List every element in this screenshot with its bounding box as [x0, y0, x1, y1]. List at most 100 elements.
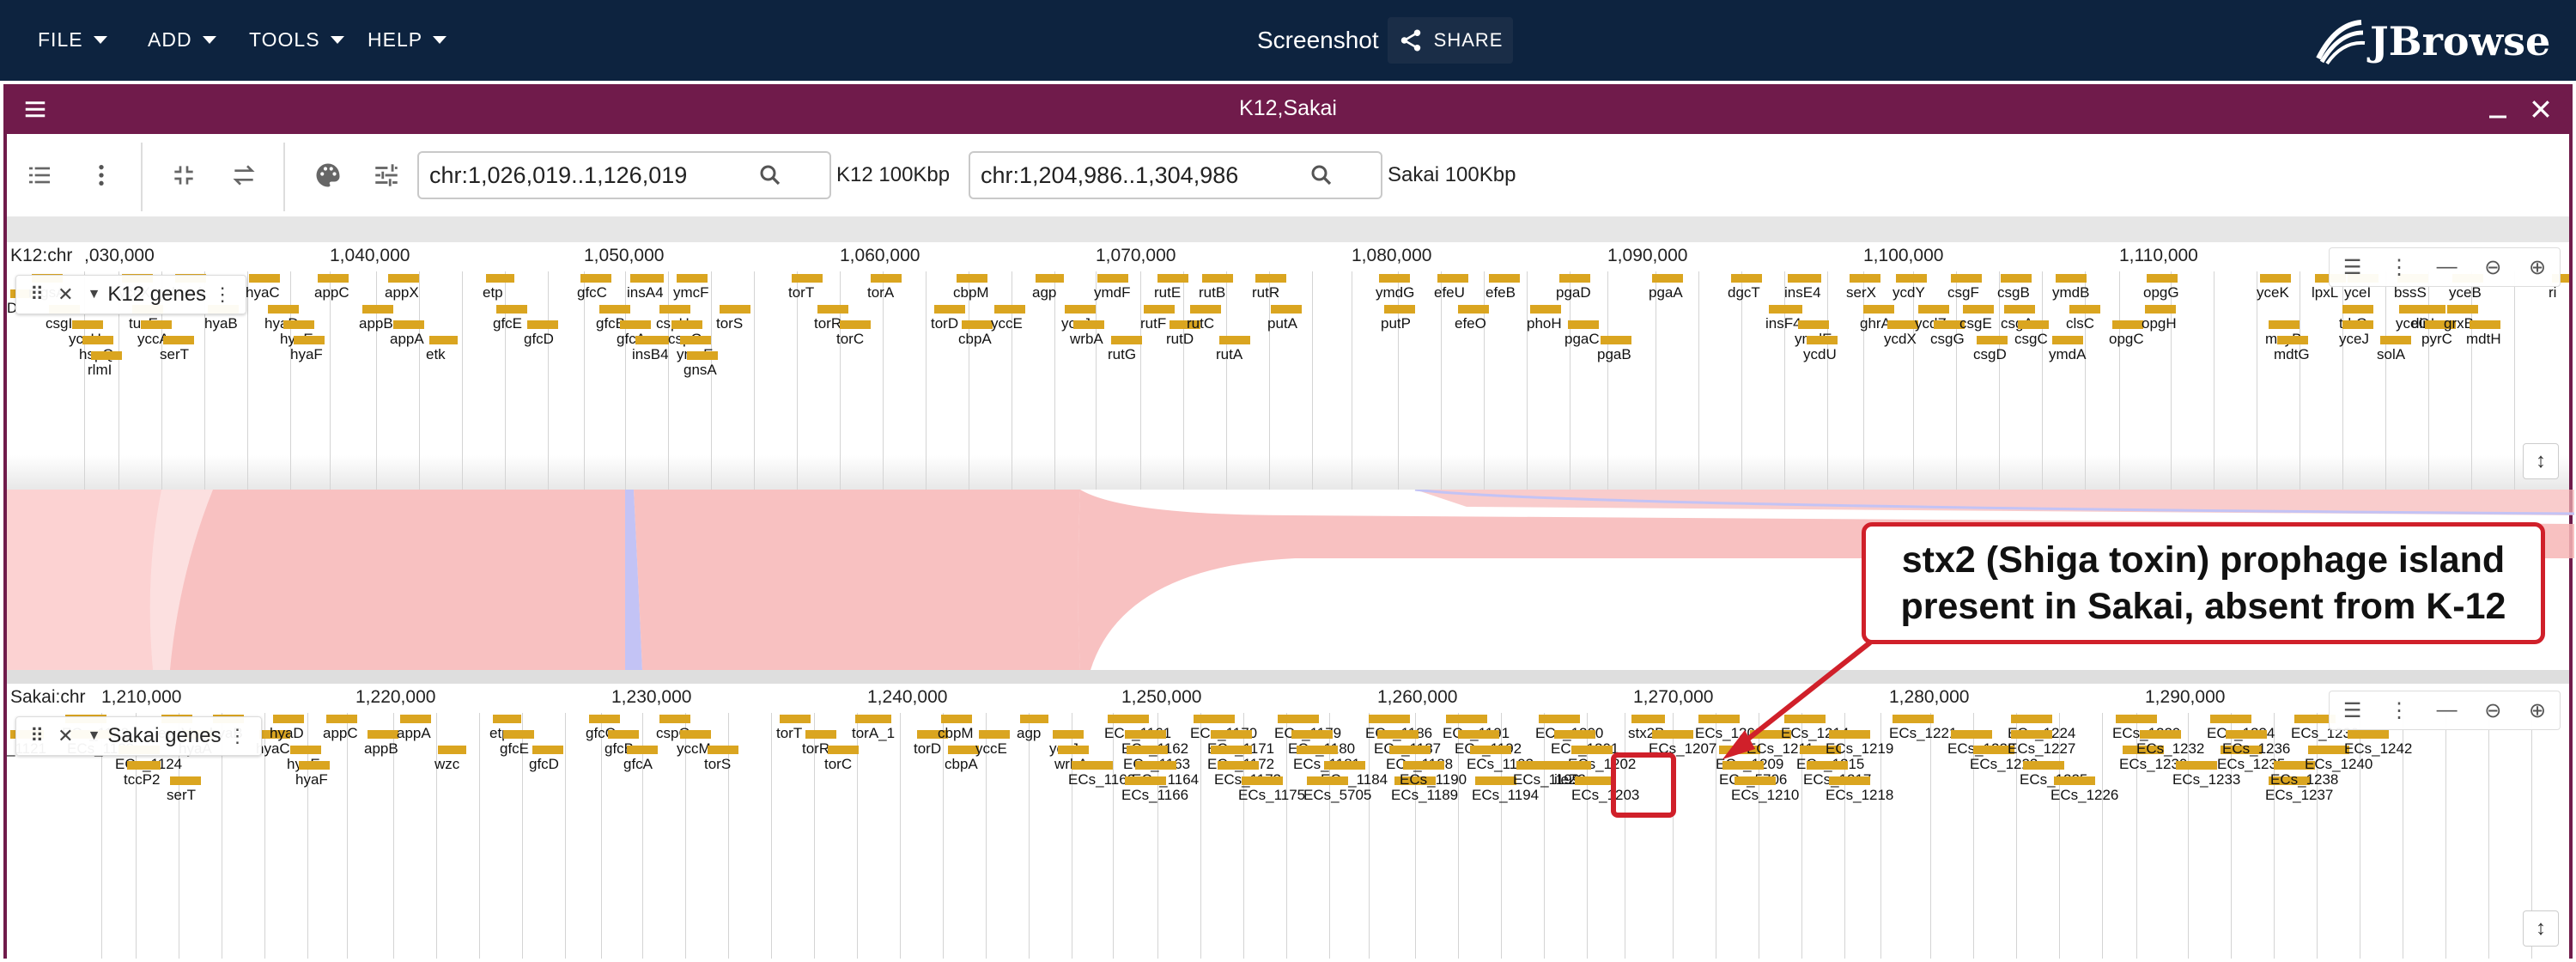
gene-feature[interactable] — [1202, 274, 1233, 283]
gene-feature[interactable] — [1307, 776, 1348, 785]
gene-feature[interactable] — [1369, 715, 1410, 723]
drag-handle-icon[interactable]: ⠿ — [30, 283, 45, 305]
gene-feature[interactable] — [127, 761, 161, 770]
gene-feature[interactable] — [1446, 715, 1487, 723]
gene-feature[interactable] — [780, 715, 811, 723]
gene-feature[interactable] — [1437, 274, 1468, 283]
gene-feature[interactable] — [962, 320, 993, 329]
gene-feature[interactable] — [1652, 274, 1683, 283]
zoom-out-minus-icon[interactable]: — — [2436, 255, 2458, 278]
gene-feature[interactable] — [290, 746, 321, 754]
gene-feature[interactable] — [1788, 274, 1821, 283]
zoom-in-icon[interactable]: ⊕ — [2529, 255, 2547, 279]
gene-feature[interactable] — [1111, 336, 1142, 344]
gene-feature[interactable] — [2552, 274, 2569, 283]
gene-feature[interactable] — [1291, 730, 1333, 739]
search-icon[interactable] — [1309, 162, 1334, 188]
gene-feature[interactable] — [1571, 746, 1613, 754]
gene-feature[interactable] — [1125, 730, 1166, 739]
gene-feature[interactable] — [1389, 746, 1431, 754]
gene-feature[interactable] — [1863, 305, 1894, 314]
gene-feature[interactable] — [2470, 320, 2500, 329]
gene-feature[interactable] — [608, 730, 639, 739]
gene-feature[interactable] — [1297, 746, 1338, 754]
gene-feature[interactable] — [163, 336, 194, 344]
resize-handle[interactable]: ↕ — [2523, 910, 2559, 947]
gene-feature[interactable] — [1470, 746, 1511, 754]
gene-feature[interactable] — [1896, 274, 1927, 283]
gene-feature[interactable] — [362, 305, 393, 314]
kebab-icon[interactable]: ⋮ — [2388, 255, 2409, 279]
session-title[interactable]: Screenshot — [1257, 27, 1379, 53]
gene-feature[interactable] — [720, 305, 750, 314]
gene-feature[interactable] — [828, 746, 859, 754]
gene-feature[interactable] — [979, 730, 1010, 739]
gene-feature[interactable] — [659, 305, 690, 314]
gene-feature[interactable] — [2056, 274, 2087, 283]
menu-add[interactable]: ADD — [148, 22, 216, 57]
list-icon[interactable]: ☰ — [2342, 255, 2362, 279]
gene-feature[interactable] — [2274, 761, 2315, 770]
gene-feature[interactable] — [1489, 274, 1520, 283]
gene-feature[interactable] — [994, 305, 1025, 314]
gene-feature[interactable] — [589, 715, 620, 723]
location-input-sakai[interactable] — [969, 151, 1382, 199]
gene-feature[interactable] — [2294, 715, 2336, 723]
gene-feature[interactable] — [2112, 320, 2143, 329]
chevron-down-icon[interactable]: ▼ — [87, 728, 101, 743]
gene-feature[interactable] — [170, 776, 201, 785]
gene-feature[interactable] — [630, 274, 664, 283]
gene-feature[interactable] — [948, 746, 979, 754]
gene-feature[interactable] — [1097, 274, 1128, 283]
close-track-icon[interactable]: ✕ — [58, 725, 74, 746]
gene-feature[interactable] — [2011, 730, 2052, 739]
gene-feature[interactable] — [1255, 274, 1286, 283]
gene-feature[interactable] — [2425, 320, 2456, 329]
gene-feature[interactable] — [294, 336, 325, 344]
gene-feature[interactable] — [1516, 761, 1558, 770]
gene-feature[interactable] — [527, 320, 558, 329]
close-icon[interactable] — [2528, 96, 2554, 122]
gene-feature[interactable] — [388, 274, 419, 283]
gene-feature[interactable] — [1973, 746, 2014, 754]
menu-tools[interactable]: TOOLS — [249, 22, 344, 57]
gene-feature[interactable] — [2415, 305, 2445, 314]
gene-feature[interactable] — [273, 715, 304, 723]
menu-file[interactable]: FILE — [38, 22, 107, 57]
gene-feature[interactable] — [2308, 746, 2349, 754]
gene-feature[interactable] — [1211, 730, 1252, 739]
gene-feature[interactable] — [1242, 776, 1283, 785]
collapse-button[interactable] — [163, 155, 204, 196]
gene-feature[interactable] — [1379, 274, 1410, 283]
gene-feature[interactable] — [1559, 274, 1590, 283]
gene-feature[interactable] — [627, 746, 658, 754]
gene-feature[interactable] — [2116, 715, 2157, 723]
kebab-icon[interactable]: ⋮ — [228, 725, 247, 746]
gene-feature[interactable] — [2221, 746, 2262, 754]
gene-feature[interactable] — [934, 305, 965, 314]
gene-feature[interactable] — [805, 730, 836, 739]
gene-feature[interactable] — [677, 274, 708, 283]
close-track-icon[interactable]: ✕ — [58, 283, 74, 305]
gene-feature[interactable] — [2147, 274, 2178, 283]
gene-feature[interactable] — [792, 274, 823, 283]
list-icon[interactable]: ☰ — [2342, 698, 2362, 722]
gene-feature[interactable] — [1807, 336, 1838, 344]
gene-feature[interactable] — [1053, 730, 1084, 739]
zoom-out-icon[interactable]: ⊖ — [2484, 255, 2502, 279]
gene-feature[interactable] — [957, 274, 987, 283]
gene-feature[interactable] — [1829, 730, 1870, 739]
gene-feature[interactable] — [2176, 761, 2217, 770]
gene-feature[interactable] — [1798, 320, 1829, 329]
gene-feature[interactable] — [268, 305, 299, 314]
gene-feature[interactable] — [1072, 761, 1113, 770]
zoom-in-icon[interactable]: ⊕ — [2529, 698, 2547, 722]
gene-feature[interactable] — [368, 730, 398, 739]
gene-feature[interactable] — [680, 730, 711, 739]
zoom-out-icon[interactable]: ⊖ — [2484, 698, 2502, 722]
gene-feature[interactable] — [1893, 715, 1934, 723]
gene-feature[interactable] — [1190, 305, 1221, 314]
gene-feature[interactable] — [2277, 336, 2308, 344]
gene-feature[interactable] — [1601, 336, 1631, 344]
gene-feature[interactable] — [283, 320, 314, 329]
